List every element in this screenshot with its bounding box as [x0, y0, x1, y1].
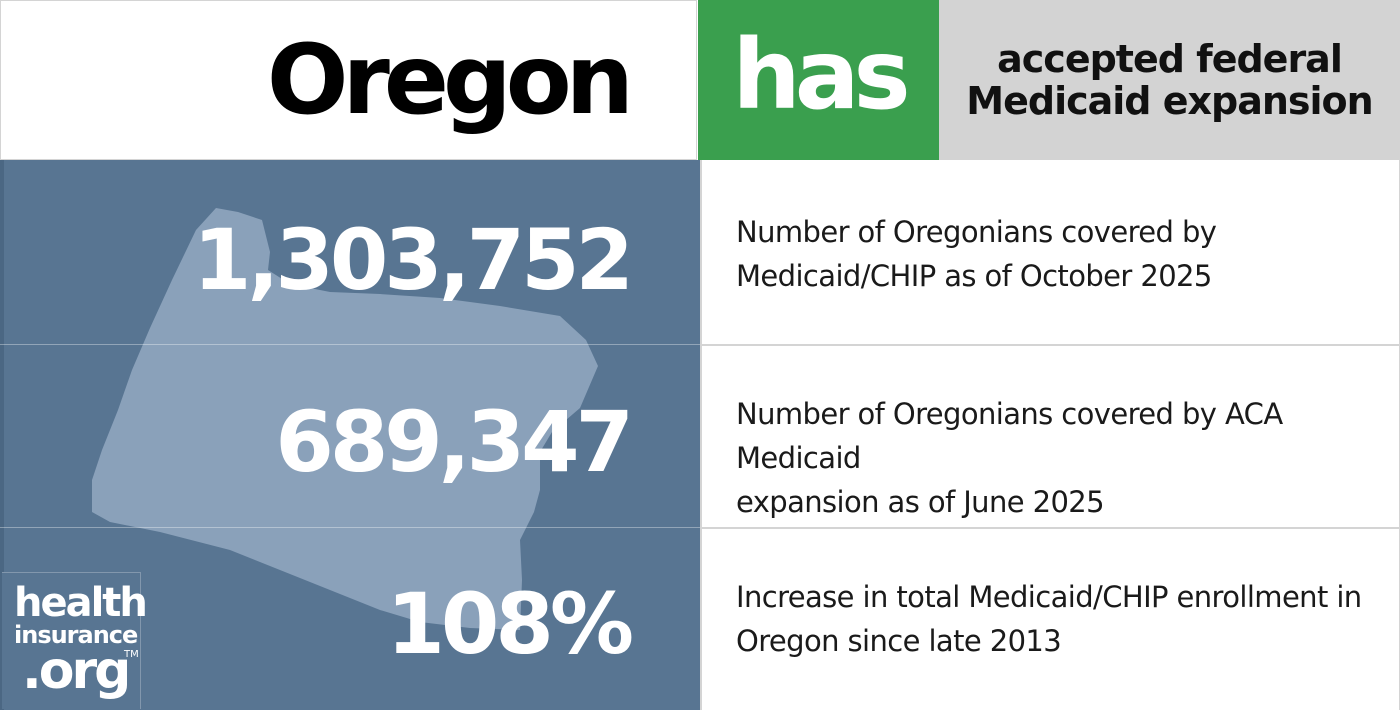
state-name-cell: Oregon — [0, 0, 697, 160]
description-row: Increase in total Medicaid/CHIP enrollme… — [702, 529, 1400, 710]
state-name: Oregon — [266, 24, 634, 136]
description-row: Number of Oregonians covered by Medicaid… — [702, 160, 1400, 346]
description-increase: Increase in total Medicaid/CHIP enrollme… — [736, 575, 1376, 663]
descriptions-panel: Number of Oregonians covered by Medicaid… — [700, 160, 1400, 710]
stat-divider-1 — [0, 344, 700, 345]
status-cell: has — [698, 0, 939, 160]
logo-trademark: TM — [124, 649, 139, 660]
logo-text-org: .org — [22, 641, 131, 701]
expansion-line-1: accepted federal — [997, 37, 1343, 81]
description-line: Number of Oregonians covered by — [736, 215, 1217, 249]
panel-edge — [0, 160, 4, 710]
logo-text-health: health — [14, 580, 148, 626]
expansion-status-cell: accepted federal Medicaid expansion — [939, 0, 1400, 160]
stat-value-increase: 108% — [386, 575, 634, 673]
description-row: Number of Oregonians covered by ACA Medi… — [702, 346, 1400, 529]
stat-value-expansion: 689,347 — [275, 393, 634, 491]
healthinsurance-logo: health insurance .org TM — [2, 572, 148, 709]
description-expansion: Number of Oregonians covered by ACA Medi… — [736, 392, 1376, 524]
stat-divider-2 — [0, 527, 700, 528]
logo-text-insurance: insurance — [14, 621, 138, 649]
expansion-line-2: Medicaid expansion — [966, 79, 1373, 123]
description-line: Oregon since late 2013 — [736, 624, 1062, 658]
status-word: has — [732, 19, 910, 131]
description-enrollment: Number of Oregonians covered by Medicaid… — [736, 210, 1376, 298]
stat-value-enrollment: 1,303,752 — [193, 211, 634, 309]
stats-panel: 1,303,752 689,347 108% — [0, 160, 700, 710]
description-line: Number of Oregonians covered by ACA Medi… — [736, 397, 1283, 475]
expansion-status-text: accepted federal Medicaid expansion — [966, 37, 1373, 123]
description-line: expansion as of June 2025 — [736, 485, 1105, 519]
description-line: Medicaid/CHIP as of October 2025 — [736, 259, 1212, 293]
oregon-map-icon — [92, 208, 598, 630]
description-line: Increase in total Medicaid/CHIP enrollme… — [736, 580, 1362, 614]
